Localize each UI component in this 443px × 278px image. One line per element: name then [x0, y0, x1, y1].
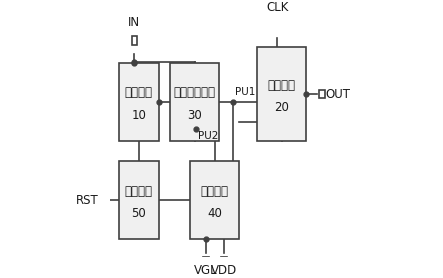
Text: 输入电路: 输入电路 [125, 86, 153, 100]
Text: 50: 50 [132, 207, 146, 220]
Text: 40: 40 [207, 207, 222, 220]
Text: 下拉电路: 下拉电路 [201, 185, 229, 198]
Bar [203, 257, 209, 266]
Text: PU1: PU1 [235, 87, 255, 97]
Text: RST: RST [76, 194, 98, 207]
Bar [257, 47, 307, 141]
Bar [275, 20, 280, 29]
Bar [132, 36, 137, 45]
Bar [221, 257, 226, 266]
Text: 下拉控制电路: 下拉控制电路 [174, 86, 216, 100]
Bar [119, 161, 159, 239]
Bar [190, 161, 239, 239]
Text: 复位电路: 复位电路 [125, 185, 153, 198]
Text: IN: IN [128, 16, 140, 29]
Bar [119, 63, 159, 141]
Text: OUT: OUT [326, 88, 350, 101]
Text: 20: 20 [274, 101, 289, 114]
Text: CLK: CLK [266, 1, 288, 14]
Bar [102, 196, 108, 205]
Text: 30: 30 [187, 109, 202, 122]
Text: 输出电路: 输出电路 [268, 79, 296, 91]
Text: 10: 10 [132, 109, 146, 122]
Text: VGL: VGL [194, 264, 218, 277]
Bar [319, 90, 325, 98]
Bar [170, 63, 219, 141]
Text: VDD: VDD [210, 264, 237, 277]
Text: PU2: PU2 [198, 131, 218, 141]
